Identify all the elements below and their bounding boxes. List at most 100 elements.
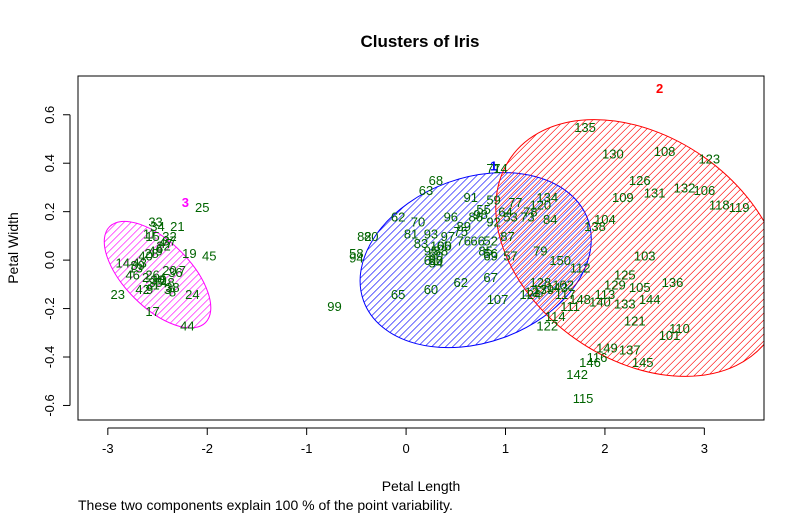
- point-label: 100: [430, 239, 452, 254]
- point-label: 59: [486, 193, 500, 208]
- point-label: 117: [555, 287, 576, 302]
- point-label: 89: [457, 219, 471, 234]
- point-label: 65: [391, 287, 405, 302]
- cluster-labels: 1 2 3: [182, 81, 663, 210]
- point-label: 39: [130, 258, 144, 273]
- point-label: 36: [168, 265, 182, 280]
- point-label: 15: [145, 229, 159, 244]
- point-label: 45: [202, 248, 216, 263]
- point-label: 9: [146, 282, 153, 297]
- point-label: 140: [589, 294, 611, 309]
- point-label: 26: [145, 268, 159, 283]
- point-label: 81: [404, 226, 418, 241]
- chart-title: Clusters of Iris: [360, 32, 479, 51]
- point-label: 28: [144, 246, 158, 261]
- point-label: 37: [162, 234, 176, 249]
- point-label: 58: [349, 246, 363, 261]
- point-label: 136: [662, 275, 684, 290]
- point-label: 75: [454, 224, 468, 239]
- point-label: 53: [503, 210, 517, 225]
- point-label: 123: [698, 151, 720, 166]
- point-label: 110: [669, 321, 690, 336]
- point-label: 145: [632, 355, 654, 370]
- x-tick-label: 2: [601, 441, 608, 456]
- y-tick-label: -0.2: [42, 297, 57, 319]
- point-label: 79: [533, 243, 547, 258]
- point-label: 87: [500, 229, 514, 244]
- point-label: 96: [444, 210, 458, 225]
- point-label: 95: [424, 243, 438, 258]
- point-label: 139: [532, 282, 554, 297]
- point-label: 19: [182, 246, 196, 261]
- point-label: 54: [429, 256, 443, 271]
- y-tick-label: 0.4: [42, 154, 57, 172]
- point-label: 98: [473, 207, 487, 222]
- point-label: 120: [529, 197, 551, 212]
- x-tick-label: -2: [201, 441, 213, 456]
- point-label: 83: [414, 236, 428, 251]
- point-label: 80: [364, 229, 378, 244]
- point-label: 61: [424, 253, 438, 268]
- point-label: 132: [674, 180, 696, 195]
- point-label: 115: [573, 391, 594, 406]
- point-label: 73: [520, 210, 534, 225]
- point-label: 62: [454, 275, 468, 290]
- point-label: 24: [185, 287, 199, 302]
- point-label: 85: [478, 243, 492, 258]
- point-label: 11: [143, 226, 157, 241]
- point-label: 14: [116, 256, 130, 271]
- point-label: 109: [612, 190, 634, 205]
- point-label: 4: [159, 270, 166, 285]
- point-label: 138: [584, 219, 606, 234]
- point-label: 57: [503, 248, 517, 263]
- point-label: 137: [619, 343, 641, 358]
- point-label: 43: [132, 256, 146, 271]
- y-tick-label: -0.6: [42, 394, 57, 416]
- point-label: 142: [566, 367, 588, 382]
- point-label: 129: [604, 277, 626, 292]
- cluster-label-3: 3: [182, 195, 189, 210]
- point-label: 44: [180, 319, 194, 334]
- point-label: 77: [508, 195, 522, 210]
- x-axis-label: Petal Length: [382, 478, 461, 494]
- point-label: 122: [536, 319, 558, 334]
- cluster-ellipses: [86, 76, 764, 420]
- x-tick-label: -3: [102, 441, 114, 456]
- point-label: 86: [468, 210, 482, 225]
- point-label: 128: [529, 275, 551, 290]
- point-label: 90: [429, 253, 443, 268]
- cluster-ellipse-3: [103, 220, 212, 329]
- point-label: 68: [429, 173, 443, 188]
- point-label: 48: [160, 275, 174, 290]
- cluster-label-1: 1: [490, 159, 497, 174]
- point-label: 49: [148, 243, 162, 258]
- point-label: 40: [138, 248, 152, 263]
- point-label: 52: [483, 234, 497, 249]
- point-label: 88: [434, 243, 448, 258]
- point-label: 17: [145, 304, 159, 319]
- point-label: 149: [596, 340, 618, 355]
- point-label: 47: [158, 236, 172, 251]
- point-label: 65: [437, 239, 451, 254]
- point-label: 74: [493, 161, 507, 176]
- point-label: 135: [574, 120, 596, 135]
- point-label: 127: [524, 285, 546, 300]
- point-label: 78: [523, 205, 537, 220]
- y-tick-label: 0.2: [42, 203, 57, 221]
- y-axis-label: Petal Width: [5, 212, 21, 284]
- point-label: 7: [179, 263, 186, 278]
- point-label: 66: [470, 234, 484, 249]
- point-label: 119: [729, 200, 750, 215]
- point-label: 126: [629, 173, 651, 188]
- x-tick-label: -1: [301, 441, 313, 456]
- point-label: 46: [125, 268, 139, 283]
- point-label: 99: [327, 299, 341, 314]
- point-label: 134: [536, 190, 558, 205]
- point-label: 150: [549, 253, 571, 268]
- point-label: 113: [595, 287, 616, 302]
- x-axis: -3 -2 -1 0 1 2 3: [102, 427, 708, 456]
- point-label: 108: [654, 144, 676, 159]
- point-label: 3: [164, 282, 171, 297]
